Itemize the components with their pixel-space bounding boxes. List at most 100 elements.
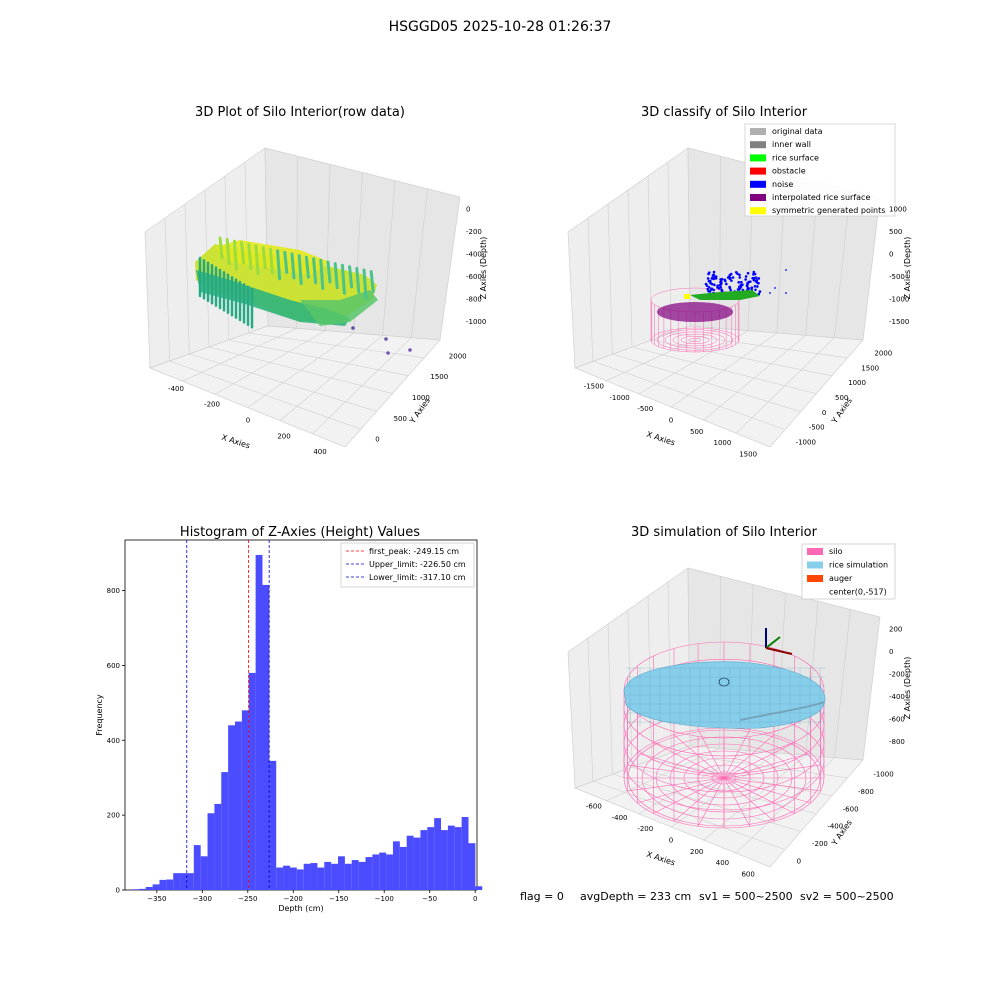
raw-z-axis-label: Z Axies (Depth) xyxy=(479,237,488,300)
histogram-bar xyxy=(186,873,194,890)
raw-stripe xyxy=(326,260,332,284)
avg-depth-text: avgDepth = 233 cm xyxy=(580,890,691,903)
x-tick-label: 0 xyxy=(473,895,477,903)
noise-point xyxy=(729,288,732,292)
noise-point xyxy=(713,283,716,287)
noise-point xyxy=(752,278,756,282)
classify-symmetric-points xyxy=(684,294,690,299)
x-tick-label: 1000 xyxy=(714,439,732,447)
legend-label: Upper_limit: -226.50 cm xyxy=(369,560,466,569)
legend-label: obstacle xyxy=(772,167,806,176)
histogram-bar xyxy=(235,721,242,890)
histogram-bar xyxy=(420,830,428,890)
z-tick-label: -1500 xyxy=(889,318,909,326)
y-tick-label: 800 xyxy=(107,587,120,595)
z-tick-label: 0 xyxy=(889,648,893,656)
x-tick-label: 400 xyxy=(716,859,729,867)
raw-z-tick-labels: 0 -200 -400 -600 -800 -1000 xyxy=(466,205,486,326)
classify-gridlines xyxy=(587,156,851,435)
z-tick-label: 500 xyxy=(889,228,902,236)
histogram-bar xyxy=(441,830,448,890)
raw-stripe xyxy=(297,254,303,286)
legend-label: symmetric generated points xyxy=(772,206,885,215)
classify-noise-points xyxy=(704,269,787,298)
raw-stripe xyxy=(218,236,224,260)
histogram-bar xyxy=(159,879,167,890)
simulation-auger xyxy=(765,628,793,655)
y-tick-label: 0 xyxy=(822,409,826,417)
x-tick-label: 600 xyxy=(741,870,754,878)
histogram-x-ticks: −350 −300 −250 −200 −150 −100 −50 0 xyxy=(147,890,477,903)
histogram-bar xyxy=(207,813,215,890)
noise-point xyxy=(745,284,749,288)
x-tick-label: 400 xyxy=(313,448,326,456)
x-tick-label: −200 xyxy=(284,895,303,903)
y-tick-label: 400 xyxy=(107,737,120,745)
histogram-bar xyxy=(372,854,380,890)
simulation-z-axis-label: Z Axies (Depth) xyxy=(903,657,912,720)
histogram-bar xyxy=(331,863,339,890)
histogram-bar xyxy=(386,854,393,890)
histogram-bar xyxy=(145,887,153,890)
y-tick-label: 1500 xyxy=(861,364,879,372)
noise-point xyxy=(750,286,754,290)
y-tick-label: 1000 xyxy=(412,394,430,402)
classify-z-tick-labels: 1000 500 0 -500 -1000 -1500 xyxy=(889,205,909,326)
noise-point xyxy=(737,281,741,284)
classify-x-axis-label: X Axies xyxy=(645,430,676,448)
histogram-bar xyxy=(434,818,442,890)
histogram-bar xyxy=(241,710,249,890)
simulation-y-tick-labels: 0 -200 -400 -600 -800 -1000 xyxy=(797,771,894,866)
raw-stripe xyxy=(340,263,346,295)
noise-point xyxy=(728,285,731,289)
x-tick-label: −150 xyxy=(329,895,348,903)
simulation-silo-wireframe xyxy=(623,641,825,829)
raw-stripe xyxy=(247,242,253,270)
z-tick-label: -200 xyxy=(466,228,482,236)
histogram-bar xyxy=(180,873,187,890)
legend-swatch xyxy=(807,548,823,555)
noise-point xyxy=(738,276,742,279)
status-footer: flag = 0 avgDepth = 233 cm sv1 = 500~250… xyxy=(520,890,894,903)
noise-point xyxy=(753,272,757,276)
z-tick-label: -1000 xyxy=(466,318,486,326)
noise-point xyxy=(747,280,750,284)
histogram-x-axis-label: Depth (cm) xyxy=(278,904,323,913)
z-tick-label: 1000 xyxy=(889,205,907,213)
noise-point xyxy=(755,278,759,282)
z-tick-label: 200 xyxy=(889,625,902,633)
histogram-bar xyxy=(338,856,345,890)
noise-point xyxy=(706,287,709,291)
noise-point xyxy=(774,287,776,289)
y-tick-label: -200 xyxy=(812,840,828,848)
simulation-rice-surface xyxy=(623,661,826,729)
histogram-bar xyxy=(399,846,407,890)
histogram-bar xyxy=(303,863,311,890)
classify-3d-panel: 3D classify of Silo Interior original da… xyxy=(567,105,912,459)
noise-point xyxy=(740,280,743,284)
noise-point xyxy=(769,292,771,294)
histogram-bar xyxy=(447,825,455,890)
raw-stripe xyxy=(240,241,246,265)
noise-point xyxy=(785,292,787,294)
noise-point xyxy=(719,286,723,289)
legend-swatch xyxy=(807,561,823,569)
noise-point xyxy=(712,288,715,292)
classify-x-tick-labels: -1500 -1000 -500 0 500 1000 1500 xyxy=(584,383,757,459)
raw-gridlines xyxy=(164,156,428,435)
noise-point xyxy=(706,277,710,280)
legend-swatch xyxy=(750,128,766,135)
histogram-bar xyxy=(132,889,139,890)
raw-panel-title: 3D Plot of Silo Interior(row data) xyxy=(195,105,405,120)
noise-point xyxy=(736,272,739,276)
y-tick-label: 2000 xyxy=(449,352,467,360)
flag-text: flag = 0 xyxy=(520,890,564,903)
histogram-bar xyxy=(214,803,222,890)
noise-point xyxy=(785,269,787,271)
legend-label: first_peak: -249.15 cm xyxy=(369,547,459,556)
noise-point xyxy=(746,271,750,275)
x-tick-label: -1000 xyxy=(609,394,629,402)
histogram-bar xyxy=(193,845,201,890)
y-tick-label: 500 xyxy=(835,394,848,402)
